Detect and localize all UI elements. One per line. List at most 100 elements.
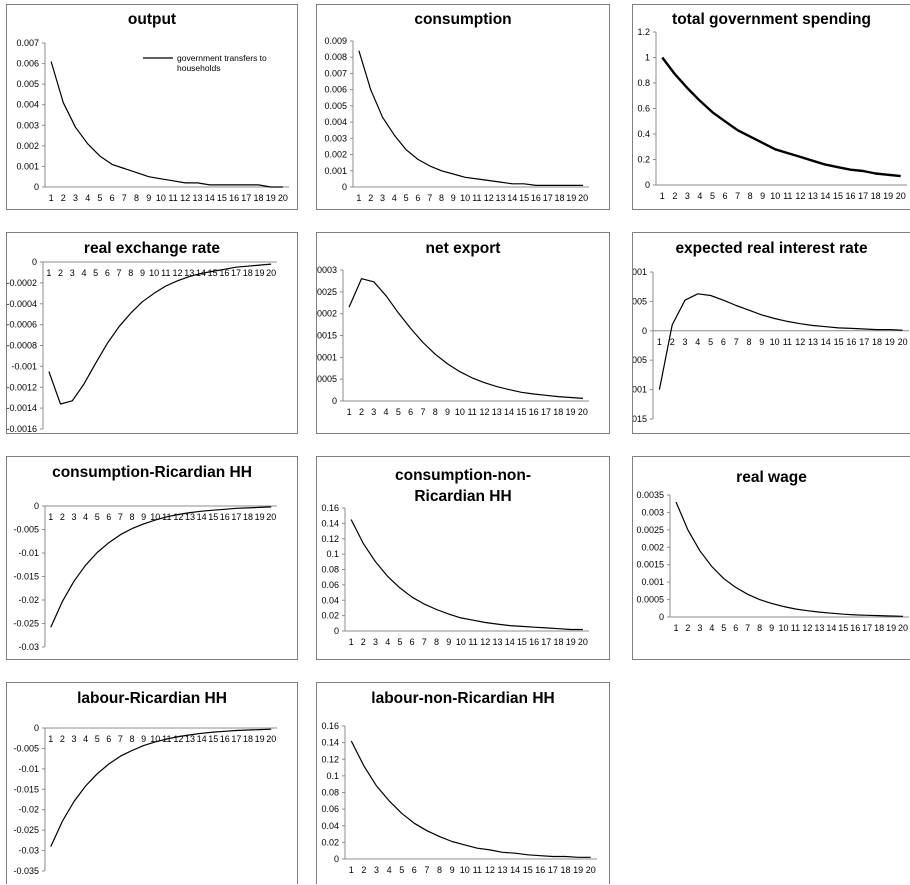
x-tick-label: 4 — [83, 512, 88, 522]
x-tick-label: 15 — [523, 865, 533, 875]
x-tick-label: 8 — [129, 734, 134, 744]
legend-label: households — [177, 63, 220, 73]
chart-panel-output: output 0 0.001 0.002 0.003 0.004 0.005 0.006 0.… — [6, 4, 298, 210]
x-tick-label: 17 — [231, 512, 241, 522]
x-tick-label: 17 — [231, 734, 241, 744]
y-tick-label: -0.025 — [13, 619, 39, 629]
x-tick-label: 8 — [129, 512, 134, 522]
x-tick-label: 7 — [424, 865, 429, 875]
y-tick-label: 0.6 — [637, 104, 650, 114]
y-tick-label: 0.1 — [326, 549, 339, 559]
x-tick-label: 18 — [553, 637, 563, 647]
x-tick-label: 15 — [217, 193, 227, 203]
y-tick-label: 0.8 — [637, 78, 650, 88]
y-tick-label: -0.00015 — [633, 414, 647, 424]
x-tick-label: 20 — [278, 193, 288, 203]
x-tick-label: 6 — [721, 337, 726, 347]
x-tick-label: 16 — [220, 734, 230, 744]
x-tick-label: 20 — [898, 623, 908, 633]
chart-panel-labour-non-ricardian-hh: labour-non-Ricardian HH 0 0.02 0.04 0.06 0.0… — [316, 682, 610, 884]
x-tick-label: 18 — [243, 512, 253, 522]
y-tick-label: 0.00025 — [317, 287, 337, 297]
y-tick-label: 0.12 — [321, 534, 339, 544]
x-tick-label: 17 — [548, 865, 558, 875]
x-tick-label: 7 — [734, 337, 739, 347]
x-tick-label: 12 — [173, 512, 183, 522]
x-tick-label: 15 — [208, 268, 218, 278]
x-tick-label: 3 — [697, 623, 702, 633]
x-tick-label: 5 — [710, 191, 715, 201]
y-tick-label: 0.0025 — [636, 525, 664, 535]
x-tick-label: 14 — [505, 637, 515, 647]
y-tick-label: -0.03 — [18, 642, 39, 652]
y-tick-label: 0.08 — [321, 565, 339, 575]
x-tick-label: 13 — [808, 191, 818, 201]
y-tick-label: -0.001 — [11, 361, 37, 371]
y-tick-label: 0.14 — [321, 738, 339, 748]
x-tick-label: 20 — [578, 193, 588, 203]
x-tick-label: 15 — [208, 512, 218, 522]
x-tick-label: 11 — [783, 337, 792, 347]
chart-title: real exchange rate — [83, 240, 221, 257]
x-tick-label: 18 — [872, 337, 882, 347]
y-tick-label: 0.04 — [321, 821, 339, 831]
x-tick-label: 20 — [896, 191, 906, 201]
series-line — [48, 263, 272, 405]
x-tick-label: 20 — [898, 337, 908, 347]
x-tick-label: 13 — [184, 268, 194, 278]
y-tick-label: 0 — [342, 182, 347, 192]
x-tick-label: 8 — [434, 637, 439, 647]
x-tick-label: 1 — [673, 623, 678, 633]
x-tick-label: 6 — [723, 191, 728, 201]
x-tick-label: 14 — [826, 623, 836, 633]
x-tick-label: 16 — [529, 407, 539, 417]
x-tick-label: 19 — [566, 407, 576, 417]
x-tick-label: 14 — [197, 734, 207, 744]
y-tick-label: 0.16 — [321, 721, 339, 731]
x-tick-label: 4 — [85, 193, 90, 203]
x-tick-label: 19 — [566, 637, 576, 647]
x-tick-label: 3 — [70, 268, 75, 278]
chart-title: labour-Ricardian HH — [77, 690, 227, 707]
x-tick-label: 13 — [492, 637, 502, 647]
y-tick-label: 0.02 — [321, 837, 339, 847]
y-tick-label: -0.01 — [18, 764, 39, 774]
x-tick-label: 5 — [396, 407, 401, 417]
series-line — [661, 56, 901, 178]
x-tick-label: 6 — [733, 623, 738, 633]
series-line — [358, 50, 584, 186]
x-tick-label: 12 — [484, 193, 494, 203]
x-tick-label: 9 — [450, 865, 455, 875]
y-tick-label: 0 — [642, 326, 647, 336]
x-tick-label: 1 — [657, 337, 662, 347]
x-tick-label: 15 — [519, 193, 529, 203]
x-tick-label: 2 — [61, 193, 66, 203]
y-tick-label: -0.0004 — [7, 299, 37, 309]
y-tick-label: 0 — [34, 501, 39, 511]
x-tick-label: 13 — [192, 193, 202, 203]
x-tick-label: 4 — [387, 865, 392, 875]
x-tick-label: 12 — [180, 193, 190, 203]
chart-title: total government spending — [672, 11, 871, 28]
x-tick-label: 16 — [846, 191, 856, 201]
x-tick-label: 19 — [885, 337, 895, 347]
x-tick-label: 17 — [241, 193, 251, 203]
y-tick-label: 0.005 — [324, 101, 347, 111]
x-tick-label: 4 — [385, 637, 390, 647]
x-tick-label: 8 — [134, 193, 139, 203]
x-tick-label: 9 — [140, 268, 145, 278]
y-tick-label: 0.4 — [637, 129, 650, 139]
series-line — [50, 61, 283, 188]
y-tick-label: 0 — [34, 723, 39, 733]
x-tick-label: 19 — [255, 734, 265, 744]
y-tick-label: -0.02 — [18, 595, 39, 605]
x-tick-label: 17 — [541, 637, 551, 647]
y-tick-label: 0.003 — [641, 507, 664, 517]
x-tick-label: 18 — [560, 865, 570, 875]
y-tick-label: 0.04 — [321, 595, 339, 605]
x-tick-label: 8 — [128, 268, 133, 278]
x-tick-label: 17 — [862, 623, 872, 633]
x-tick-label: 16 — [219, 268, 229, 278]
